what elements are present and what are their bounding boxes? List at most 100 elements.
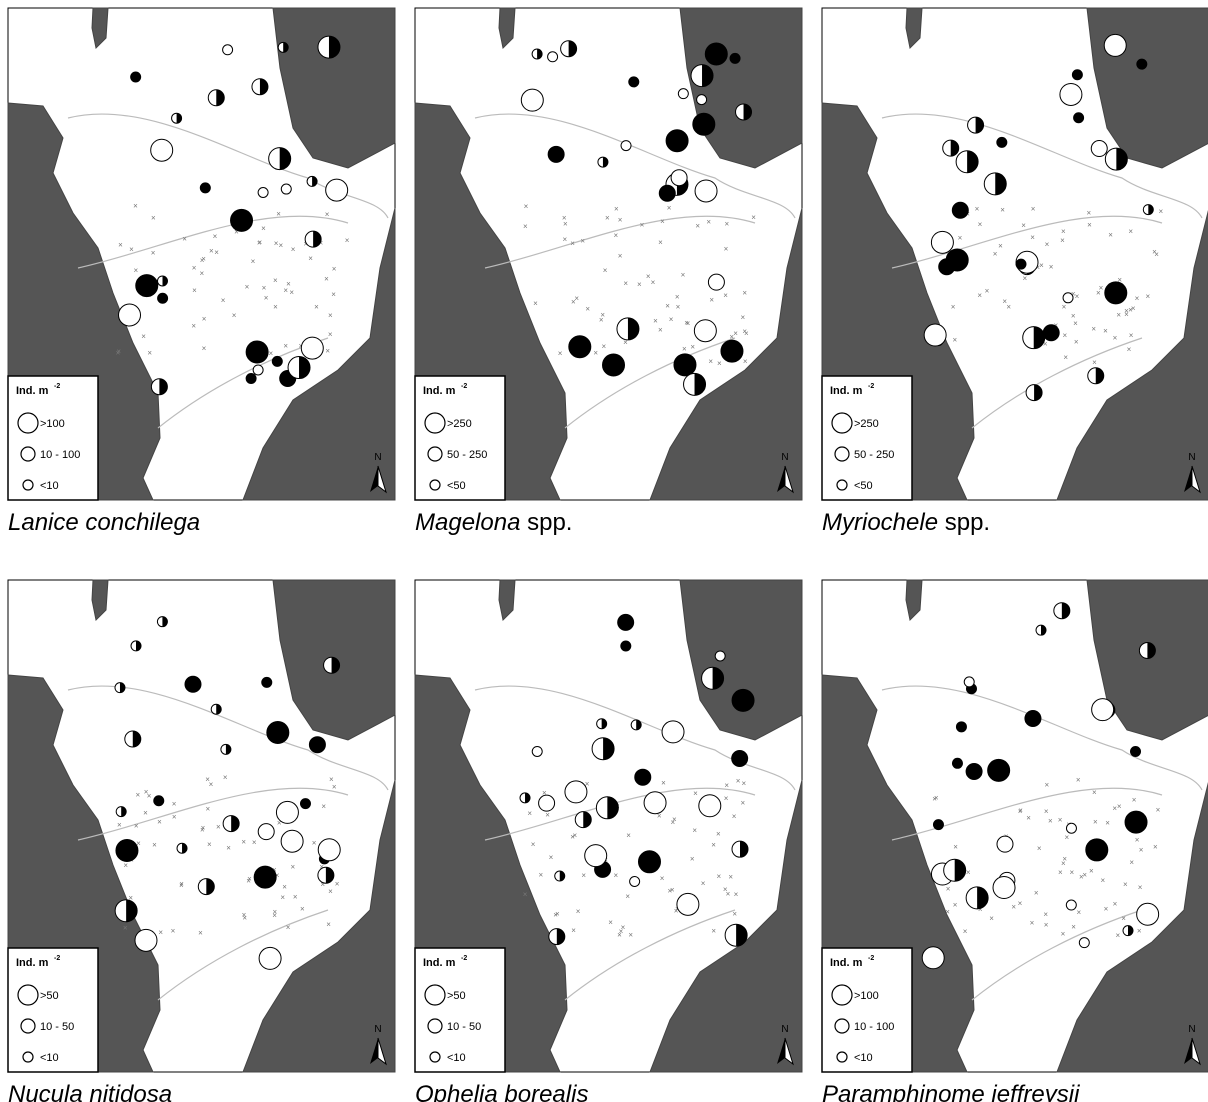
- legend-label: >50: [447, 990, 466, 1002]
- station-cross: ×: [1061, 930, 1066, 939]
- site-circle: [698, 794, 722, 818]
- station-cross: ×: [328, 887, 333, 896]
- station-cross: ×: [133, 201, 138, 210]
- station-cross: ×: [202, 344, 207, 353]
- station-cross: ×: [273, 908, 278, 917]
- station-cross: ×: [134, 266, 139, 275]
- north-arrow: [777, 466, 785, 492]
- site-circle: [538, 794, 556, 812]
- station-cross: ×: [1156, 805, 1161, 814]
- site-circle: [643, 791, 667, 815]
- station-cross: ×: [555, 909, 560, 918]
- legend-box: [414, 947, 506, 1073]
- station-cross: ×: [1113, 334, 1118, 343]
- station-cross: ×: [985, 287, 990, 296]
- site-circle: [252, 364, 264, 376]
- station-cross: ×: [207, 840, 212, 849]
- station-cross: ×: [523, 222, 528, 231]
- site-pie-slice: [1116, 148, 1128, 171]
- site-circle: [692, 112, 716, 136]
- station-cross: ×: [1103, 327, 1108, 336]
- station-cross: ×: [345, 236, 350, 245]
- site-pie-slice: [967, 150, 979, 173]
- station-cross: ×: [199, 269, 204, 278]
- north-label: N: [1188, 1024, 1195, 1035]
- station-cross: ×: [558, 349, 563, 358]
- site-circle: [987, 758, 1011, 782]
- station-cross: ×: [1121, 914, 1126, 923]
- site-pie-slice: [537, 48, 543, 59]
- site-circle: [930, 230, 954, 254]
- station-cross: ×: [993, 250, 998, 259]
- station-cross: ×: [1117, 276, 1122, 285]
- station-cross: ×: [1096, 288, 1101, 297]
- station-cross: ×: [732, 910, 737, 919]
- legend-label: 10 - 100: [854, 1021, 894, 1033]
- station-cross: ×: [934, 793, 939, 802]
- station-cross: ×: [665, 302, 670, 311]
- station-cross: ×: [283, 341, 288, 350]
- station-cross: ×: [1108, 231, 1113, 240]
- site-circle: [258, 946, 282, 970]
- station-cross: ×: [141, 332, 146, 341]
- site-circle: [1136, 58, 1148, 70]
- station-cross: ×: [279, 241, 284, 250]
- station-cross: ×: [1093, 817, 1098, 826]
- species-suffix: spp.: [938, 509, 990, 536]
- station-cross: ×: [275, 871, 280, 880]
- station-cross: ×: [580, 237, 585, 246]
- station-cross: ×: [692, 826, 697, 835]
- station-cross: ×: [723, 291, 728, 300]
- legend-title: Ind. m: [16, 957, 49, 969]
- legend-symbol: [20, 1018, 36, 1034]
- land: [905, 7, 923, 50]
- site-pie-slice: [328, 36, 340, 59]
- station-cross: ×: [1127, 345, 1132, 354]
- station-cross: ×: [1075, 292, 1080, 301]
- land: [498, 7, 516, 50]
- species-caption: Ophelia borealis: [415, 1081, 588, 1102]
- site-pie-slice: [603, 737, 615, 760]
- species-caption: Magelona spp.: [415, 509, 572, 536]
- legend-exponent: -2: [54, 383, 60, 390]
- species-caption: Paramphinome jeffreysii: [822, 1081, 1080, 1102]
- station-cross: ×: [736, 776, 741, 785]
- station-cross: ×: [251, 257, 256, 266]
- site-circle: [1091, 698, 1115, 722]
- site-pie-slice: [1147, 642, 1156, 659]
- station-cross: ×: [618, 216, 623, 225]
- site-pie-slice: [312, 176, 318, 187]
- site-circle: [1062, 292, 1074, 304]
- site-pie-slice: [1034, 384, 1043, 401]
- map-panel: ××××××××××××××××××××××××××××××××××××××××…: [821, 7, 1208, 501]
- station-cross: ×: [172, 799, 177, 808]
- station-cross: ×: [117, 820, 122, 829]
- station-cross: ×: [258, 238, 263, 247]
- station-cross: ×: [1071, 922, 1076, 931]
- station-cross: ×: [711, 841, 716, 850]
- site-circle: [1071, 69, 1083, 81]
- legend-title: Ind. m: [16, 385, 49, 397]
- station-cross: ×: [602, 342, 607, 351]
- station-cross: ×: [205, 775, 210, 784]
- land: [91, 579, 109, 622]
- site-circle: [157, 292, 169, 304]
- station-cross: ×: [1058, 868, 1063, 877]
- station-cross: ×: [128, 894, 133, 903]
- station-cross: ×: [675, 293, 680, 302]
- station-cross: ×: [200, 825, 205, 834]
- species-name: Magelona: [415, 509, 520, 536]
- station-cross: ×: [531, 840, 536, 849]
- station-cross: ×: [570, 833, 575, 842]
- station-cross: ×: [1158, 207, 1163, 216]
- station-cross: ×: [562, 213, 567, 222]
- station-cross: ×: [625, 892, 630, 901]
- station-cross: ×: [1002, 297, 1007, 306]
- legend-exponent: -2: [868, 955, 874, 962]
- site-circle: [729, 52, 741, 64]
- station-cross: ×: [276, 210, 281, 219]
- site-circle: [257, 823, 275, 841]
- site-circle: [184, 675, 202, 693]
- station-cross: ×: [1079, 873, 1084, 882]
- station-cross: ×: [693, 789, 698, 798]
